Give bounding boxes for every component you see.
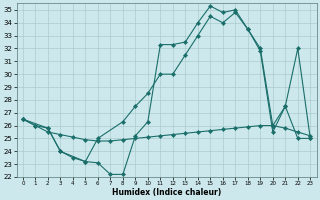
X-axis label: Humidex (Indice chaleur): Humidex (Indice chaleur) (112, 188, 221, 197)
